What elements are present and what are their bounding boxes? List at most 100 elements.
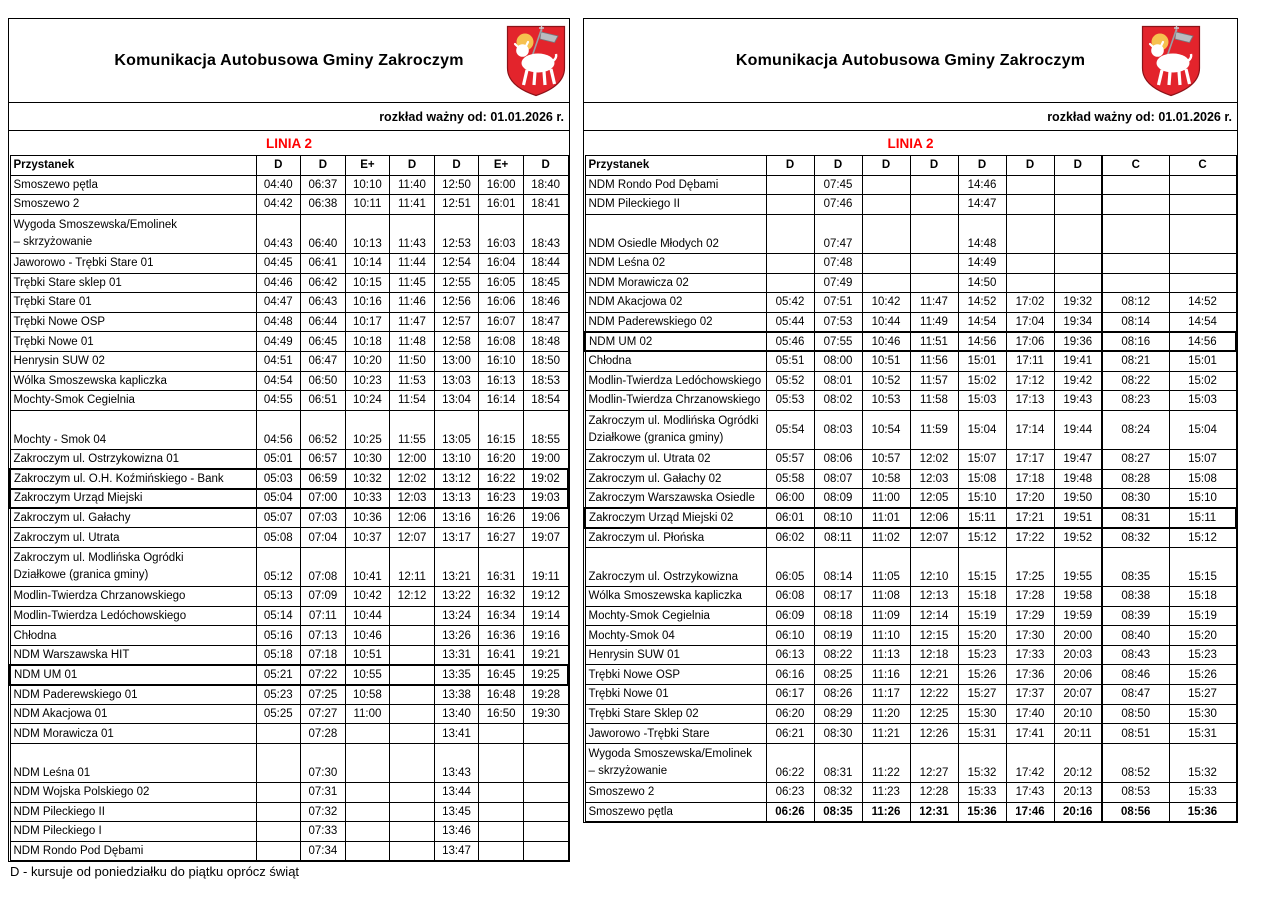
table-row: Wygoda Smoszewska/Emolinek – skrzyżowanie…: [9, 213, 569, 254]
time-cell: 16:03: [478, 213, 524, 254]
time-cell: 08:19: [813, 625, 863, 646]
time-cell: 08:32: [813, 782, 863, 803]
table-row: NDM Osiedle Młodych 02 07:47 14:48: [584, 213, 1237, 254]
time-cell: 11:46: [389, 292, 435, 313]
table-row: NDM Morawicza 01 07:28 13:41: [9, 723, 569, 744]
time-cell: 12:07: [909, 527, 959, 548]
time-cell: [1053, 272, 1103, 294]
table-row: Trębki Stare Sklep 02 06:20 08:29 11:20 12:2…: [584, 703, 1237, 725]
time-cell: [861, 194, 911, 215]
time-cell: 20:12: [1053, 742, 1103, 784]
time-cell: 10:18: [344, 331, 391, 352]
time-cell: [909, 174, 959, 196]
stop-name-cell: Modlin-Twierdza Ledóchowskiego: [9, 605, 257, 627]
time-cell: 11:58: [909, 390, 959, 411]
time-cell: 14:49: [957, 252, 1007, 274]
stop-name-cell: Modlin-Twierdza Chrzanowskiego: [9, 586, 257, 607]
stop-name-cell: Smoszewo pętla: [584, 801, 767, 823]
time-cell: 10:10: [344, 174, 391, 196]
stop-name-cell: NDM Leśna 01: [9, 742, 257, 784]
time-cell: 12:25: [909, 703, 959, 725]
time-cell: 13:31: [433, 644, 480, 666]
time-cell: 04:47: [255, 292, 302, 313]
time-cell: 11:23: [861, 782, 911, 803]
time-cell: [861, 252, 911, 274]
time-cell: 10:14: [344, 252, 391, 274]
stop-name-cell: Smoszewo 2: [9, 194, 257, 215]
stop-name-cell: Zakroczym ul. O.H. Koźmińskiego - Bank: [9, 468, 257, 490]
time-cell: 08:17: [813, 586, 863, 607]
time-cell: 15:07: [1168, 448, 1237, 470]
time-cell: 07:33: [300, 821, 346, 842]
time-cell: 17:22: [1005, 527, 1055, 548]
time-cell: [522, 782, 569, 803]
time-cell: [344, 821, 391, 842]
time-cell: 12:07: [389, 527, 435, 548]
time-cell: [1168, 213, 1237, 254]
time-cell: 06:16: [765, 664, 815, 686]
time-cell: [1053, 194, 1103, 215]
table-row: NDM Pileckiego II 07:46 14:47: [584, 194, 1237, 215]
time-cell: 14:56: [1168, 330, 1237, 353]
time-cell: 10:57: [861, 448, 911, 470]
time-cell: 17:21: [1005, 507, 1055, 529]
time-cell: 04:55: [255, 390, 302, 411]
time-cell: 04:43: [255, 213, 302, 254]
time-cell: 12:26: [909, 723, 959, 744]
time-cell: [1101, 194, 1170, 215]
time-cell: 17:14: [1005, 409, 1055, 450]
time-cell: 19:07: [522, 527, 569, 548]
table-row: Zakroczym ul. Gałachy 05:07 07:03 10:36 12:0…: [9, 507, 569, 529]
time-cell: 15:26: [957, 664, 1007, 686]
time-cell: 08:18: [813, 605, 863, 627]
time-cell: 12:21: [909, 664, 959, 686]
time-cell: [389, 840, 435, 862]
time-cell: 12:06: [389, 507, 435, 529]
stop-name-cell: NDM Akacjowa 01: [9, 703, 257, 725]
time-cell: 10:16: [344, 292, 391, 313]
time-cell: [344, 723, 391, 744]
stop-name-cell: Wygoda Smoszewska/Emolinek – skrzyżowanie: [584, 742, 767, 784]
time-cell: 13:21: [433, 546, 480, 588]
time-cell: 18:48: [522, 331, 569, 352]
time-cell: 17:18: [1005, 468, 1055, 490]
time-cell: 18:41: [522, 194, 569, 215]
stop-name-cell: Trębki Stare Sklep 02: [584, 703, 767, 725]
stop-name-cell: Zakroczym ul. Modlińska Ogródki Działkowe…: [9, 546, 257, 588]
time-cell: 11:01: [861, 507, 911, 529]
time-cell: 08:09: [813, 488, 863, 509]
time-cell: 13:35: [433, 663, 480, 686]
table-row: Wólka Smoszewska kapliczka 06:08 08:17 11:0…: [584, 586, 1237, 607]
stop-name-cell: Modlin-Twierdza Chrzanowskiego: [584, 390, 767, 411]
time-cell: [344, 801, 391, 823]
time-cell: 04:51: [255, 350, 302, 372]
stop-name-cell: Chłodna: [9, 625, 257, 646]
time-cell: 17:43: [1005, 782, 1055, 803]
time-cell: 13:41: [433, 723, 480, 744]
service-symbol-header: D: [389, 155, 435, 176]
time-cell: 05:21: [255, 663, 302, 686]
time-cell: 16:07: [478, 311, 524, 333]
time-cell: 12:03: [909, 468, 959, 490]
time-cell: 17:17: [1005, 448, 1055, 470]
stop-name-cell: Zakroczym Urząd Miejski 02: [584, 507, 767, 529]
time-cell: 10:53: [861, 390, 911, 411]
time-cell: 15:20: [957, 625, 1007, 646]
time-cell: 16:08: [478, 331, 524, 352]
time-cell: 08:29: [813, 703, 863, 725]
service-symbol-header: C: [1168, 155, 1237, 176]
time-cell: 18:43: [522, 213, 569, 254]
time-cell: 11:10: [861, 625, 911, 646]
time-cell: 15:33: [957, 782, 1007, 803]
time-cell: 19:55: [1053, 546, 1103, 588]
header-row: Przystanek D D E+ D D E+ D: [9, 155, 569, 176]
stop-name-cell: NDM Pileckiego II: [584, 194, 767, 215]
time-cell: 07:25: [300, 684, 346, 705]
time-cell: [861, 272, 911, 294]
table-row: Chłodna 05:16 07:13 10:46 13:26 16:36 19:16: [9, 625, 569, 646]
time-cell: 10:58: [861, 468, 911, 490]
time-cell: 11:57: [909, 370, 959, 392]
time-cell: 07:09: [300, 586, 346, 607]
time-cell: 16:06: [478, 292, 524, 313]
